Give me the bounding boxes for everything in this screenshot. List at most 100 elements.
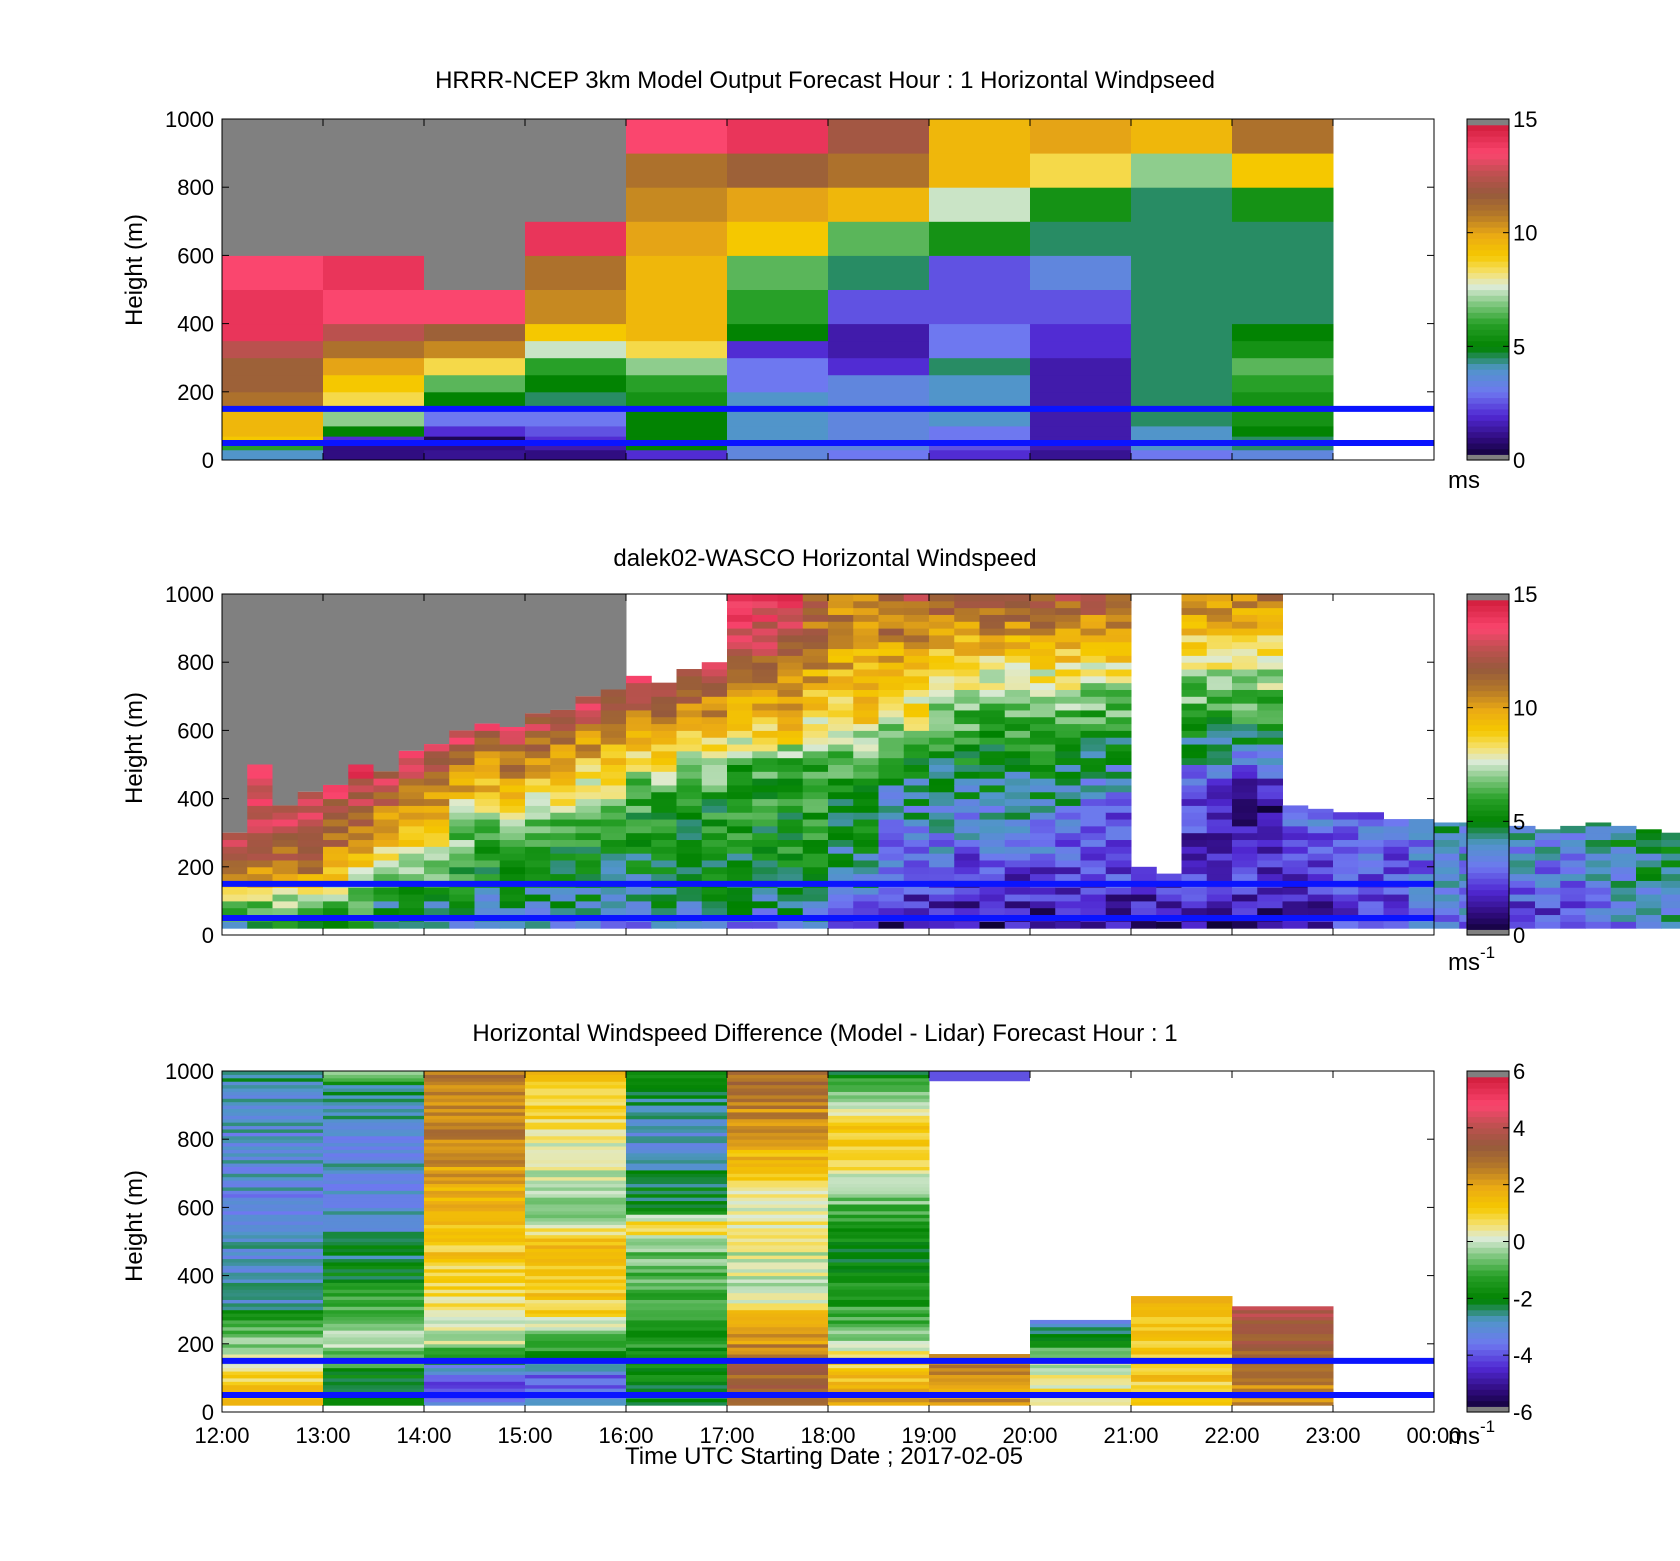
heatmap-cell (323, 1149, 425, 1154)
heatmap-cell (1080, 900, 1107, 909)
heatmap-cell (651, 887, 677, 895)
heatmap-cell (903, 709, 930, 718)
colorbar-segment (1467, 425, 1509, 433)
heatmap-cell (777, 812, 804, 820)
colorbar-segment (1467, 244, 1509, 251)
heatmap-cell (626, 408, 728, 427)
heatmap-cell (752, 600, 778, 609)
heatmap-cell (626, 1214, 728, 1219)
heatmap-cell (323, 887, 349, 895)
heatmap-cell (979, 866, 1006, 875)
heatmap-cell (626, 1180, 728, 1185)
heatmap-cell (701, 771, 728, 779)
heatmap-cell (752, 853, 778, 861)
heatmap-cell (222, 1299, 324, 1304)
x-tick-label: 16:00 (598, 1423, 653, 1448)
heatmap-cell (853, 859, 879, 868)
heatmap-cell (929, 703, 955, 711)
heatmap-cell (247, 887, 273, 895)
heatmap-cell (903, 744, 930, 752)
colorbar-segment (1467, 204, 1509, 211)
heatmap-cell (626, 778, 652, 786)
heatmap-cell (600, 894, 627, 902)
heatmap-cell (1257, 832, 1283, 841)
heatmap-cell (247, 907, 273, 916)
heatmap-cell (1131, 887, 1157, 895)
heatmap-cell (1206, 634, 1233, 643)
heatmap-cell (626, 805, 652, 813)
heatmap-cell (323, 1128, 425, 1133)
heatmap-cell (550, 832, 576, 841)
heatmap-cell (600, 832, 627, 841)
heatmap-cell (525, 1200, 627, 1205)
heatmap-cell (1232, 340, 1334, 359)
heatmap-cell (348, 921, 374, 929)
heatmap-cell (626, 1299, 728, 1304)
heatmap-cell (828, 340, 930, 359)
heatmap-cell (1333, 819, 1359, 827)
heatmap-cell (222, 1292, 324, 1297)
heatmap-cell (449, 812, 475, 820)
heatmap-cell (1181, 696, 1208, 704)
heatmap-cell (1282, 894, 1309, 902)
heatmap-cell (1610, 832, 1637, 841)
colorbar-segment (1467, 1076, 1509, 1083)
heatmap-cell (701, 696, 728, 704)
heatmap-cell (474, 798, 501, 806)
heatmap-cell (424, 757, 450, 765)
heatmap-cell (323, 846, 349, 854)
heatmap-cell (1030, 641, 1056, 650)
heatmap-cell (1080, 641, 1107, 650)
heatmap-cell (853, 655, 879, 663)
heatmap-cell (1105, 791, 1132, 800)
heatmap-cell (222, 1282, 324, 1287)
heatmap-cell (1206, 859, 1233, 868)
heatmap-cell (550, 825, 576, 834)
heatmap-cell (222, 1221, 324, 1225)
heatmap-cell (1434, 914, 1460, 922)
heatmap-cell (1636, 866, 1662, 875)
heatmap-cell (323, 436, 425, 444)
colorbar-segment (1467, 391, 1509, 399)
heatmap-cell (1232, 716, 1258, 725)
heatmap-cell (323, 1200, 425, 1205)
heatmap-cell (525, 221, 627, 256)
heatmap-cell (752, 778, 778, 786)
heatmap-cell (752, 812, 778, 820)
heatmap-cell (1156, 887, 1182, 895)
heatmap-cell (929, 1364, 1031, 1369)
heatmap-cell (802, 730, 829, 738)
heatmap-cell (222, 1210, 324, 1215)
colorbar-segment (1467, 431, 1509, 438)
colorbar-segment (1467, 408, 1509, 416)
heatmap-cell (1055, 812, 1081, 820)
heatmap-cell (323, 784, 349, 793)
heatmap-cell (979, 907, 1006, 916)
heatmap-cell (1408, 921, 1435, 929)
heatmap-cell (626, 1350, 728, 1355)
heatmap-cell (323, 1139, 425, 1144)
heatmap-cell (752, 825, 778, 834)
heatmap-cell (1333, 907, 1359, 916)
heatmap-cell (701, 675, 728, 684)
colorbar-segment (1467, 758, 1509, 766)
heatmap-cell (424, 1135, 526, 1140)
heatmap-cell (626, 1316, 728, 1321)
x-tick-label: 23:00 (1305, 1423, 1360, 1448)
heatmap-cell (348, 853, 374, 861)
heatmap-cell (1232, 187, 1334, 222)
heatmap-cell (1232, 323, 1334, 342)
heatmap-cell (954, 648, 980, 656)
heatmap-cell (575, 853, 602, 861)
heatmap-cell (626, 1326, 728, 1331)
heatmap-cell (727, 1309, 829, 1314)
heatmap-cell (853, 825, 879, 834)
heatmap-cell (1232, 1401, 1334, 1406)
heatmap-cell (323, 1221, 425, 1225)
heatmap-cell (727, 621, 753, 629)
heatmap-cell (1232, 669, 1258, 677)
heatmap-cell (676, 675, 703, 684)
heatmap-cell (701, 846, 728, 854)
heatmap-cell (1030, 696, 1056, 704)
heatmap-cell (323, 323, 425, 342)
